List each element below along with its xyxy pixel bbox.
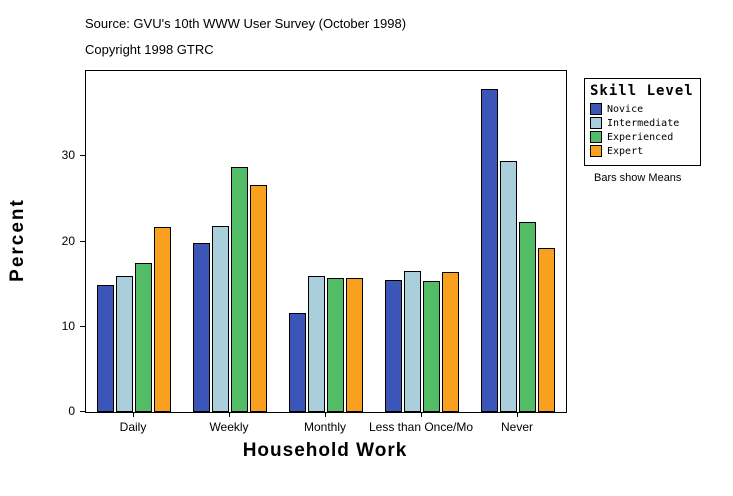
legend-label-intermediate: Intermediate xyxy=(607,117,680,129)
y-tick-label-0: 0 xyxy=(68,404,75,418)
legend: Skill Level Novice Intermediate Experience… xyxy=(584,78,701,166)
legend-item-expert: Expert xyxy=(590,145,695,157)
y-axis-title: Percent xyxy=(7,198,28,282)
source-text: Source: GVU's 10th WWW User Survey (Octo… xyxy=(85,16,407,31)
y-tick-label-30: 30 xyxy=(61,148,75,163)
x-axis-title: Household Work xyxy=(242,440,408,461)
copyright-text: Copyright 1998 GTRC xyxy=(85,42,214,57)
plot-area xyxy=(85,70,567,413)
y-tick-label-20: 20 xyxy=(61,233,75,248)
y-tick-mark xyxy=(80,240,85,242)
x-tick-label-monthly: Monthly xyxy=(303,420,347,434)
x-tick-mark xyxy=(325,412,326,417)
x-tick-label-less-than-once-mo: Less than Once/Mo xyxy=(368,420,474,434)
bar-novice-weekly xyxy=(193,243,210,412)
legend-label-novice: Novice xyxy=(607,103,644,115)
bar-intermediate-never xyxy=(500,161,517,412)
legend-note: Bars show Means xyxy=(594,172,682,184)
legend-swatch-intermediate xyxy=(590,117,602,129)
legend-swatch-expert xyxy=(590,145,602,157)
legend-swatch-novice xyxy=(590,103,602,115)
bar-experienced-never xyxy=(519,221,536,412)
x-tick-mark xyxy=(517,412,518,417)
y-tick-mark xyxy=(80,411,85,412)
legend-title: Skill Level xyxy=(590,83,694,99)
x-tick-mark xyxy=(133,412,134,417)
bar-intermediate-monthly xyxy=(308,275,325,412)
bar-intermediate-daily xyxy=(116,275,133,412)
bar-experienced-weekly xyxy=(231,167,248,412)
legend-label-expert: Expert xyxy=(607,145,644,157)
legend-item-intermediate: Intermediate xyxy=(590,117,695,129)
y-tick-label-10: 10 xyxy=(61,318,75,333)
bar-intermediate-weekly xyxy=(212,226,229,412)
x-tick-mark xyxy=(229,412,230,417)
x-tick-mark xyxy=(421,412,422,417)
bar-experienced-monthly xyxy=(327,278,344,412)
bar-expert-weekly xyxy=(250,185,267,412)
legend-label-experienced: Experienced xyxy=(607,131,674,143)
legend-items: Novice Intermediate Experienced Expert xyxy=(590,103,695,157)
bar-experienced-daily xyxy=(135,262,152,412)
bar-novice-monthly xyxy=(289,313,306,412)
bar-expert-monthly xyxy=(346,278,363,412)
legend-swatch-experienced xyxy=(590,131,602,143)
bar-novice-less-than-once-mo xyxy=(385,279,402,412)
y-tick-mark xyxy=(80,325,85,327)
x-tick-label-never: Never xyxy=(500,420,534,434)
legend-item-experienced: Experienced xyxy=(590,131,695,143)
legend-item-novice: Novice xyxy=(590,103,695,115)
bar-novice-never xyxy=(481,88,498,412)
bar-expert-never xyxy=(538,248,555,412)
x-tick-label-daily: Daily xyxy=(119,420,147,434)
y-tick-mark xyxy=(80,155,85,157)
bar-intermediate-less-than-once-mo xyxy=(404,271,421,412)
x-tick-label-weekly: Weekly xyxy=(209,420,249,434)
bar-expert-daily xyxy=(154,227,171,412)
bar-experienced-less-than-once-mo xyxy=(423,280,440,412)
bar-novice-daily xyxy=(97,284,114,412)
bar-expert-less-than-once-mo xyxy=(442,272,459,412)
